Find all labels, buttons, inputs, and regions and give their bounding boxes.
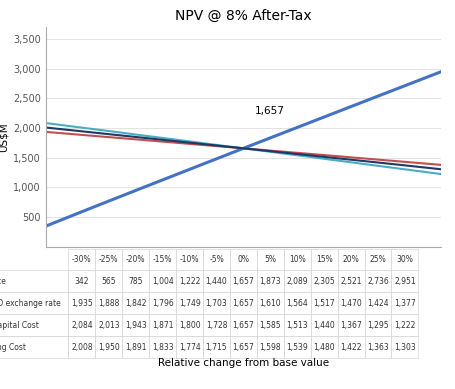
Title: NPV @ 8% After-Tax: NPV @ 8% After-Tax xyxy=(175,9,312,23)
Y-axis label: US$M: US$M xyxy=(0,122,9,152)
Text: 1,657: 1,657 xyxy=(254,105,284,116)
Text: Relative change from base value: Relative change from base value xyxy=(158,358,329,368)
